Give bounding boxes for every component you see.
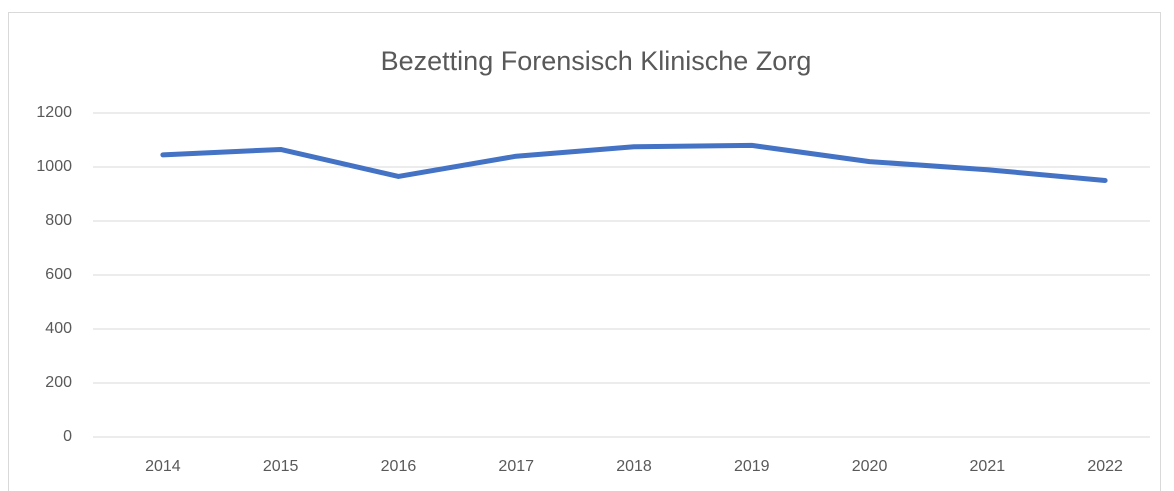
y-tick-label: 200 xyxy=(45,374,72,391)
x-tick-label: 2016 xyxy=(381,458,417,475)
y-tick-label: 1000 xyxy=(36,158,72,175)
x-tick-label: 2019 xyxy=(734,458,770,475)
chart-title: Bezetting Forensisch Klinische Zorg xyxy=(381,46,812,76)
y-tick-label: 0 xyxy=(63,428,72,445)
x-tick-label: 2014 xyxy=(145,458,181,475)
x-tick-label: 2021 xyxy=(970,458,1006,475)
y-tick-label: 600 xyxy=(45,266,72,283)
x-tick-label: 2020 xyxy=(852,458,888,475)
x-tick-label: 2015 xyxy=(263,458,299,475)
x-tick-label: 2018 xyxy=(616,458,652,475)
y-tick-label: 800 xyxy=(45,212,72,229)
line-series xyxy=(160,142,1108,183)
x-tick-label: 2022 xyxy=(1087,458,1123,475)
x-tick-label: 2017 xyxy=(498,458,534,475)
y-tick-label: 400 xyxy=(45,320,72,337)
chart-frame xyxy=(8,12,1161,491)
y-tick-label: 1200 xyxy=(36,104,72,121)
